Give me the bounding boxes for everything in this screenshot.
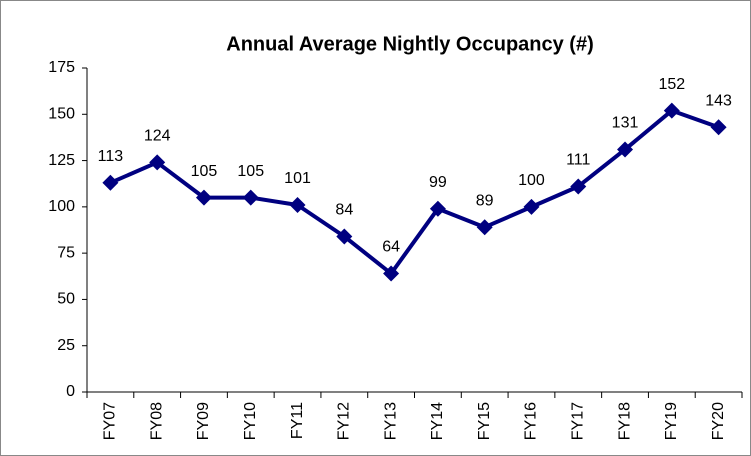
marker bbox=[617, 141, 634, 158]
data-label: 111 bbox=[566, 152, 590, 169]
marker bbox=[149, 154, 166, 171]
x-tick-label: FY17 bbox=[569, 402, 586, 440]
x-tick-label: FY07 bbox=[102, 402, 119, 440]
marker bbox=[195, 189, 212, 206]
chart-title: Annual Average Nightly Occupancy (#) bbox=[226, 33, 594, 55]
marker bbox=[336, 228, 353, 245]
data-label: 124 bbox=[144, 128, 171, 145]
marker bbox=[570, 178, 587, 195]
y-tick-label: 0 bbox=[66, 383, 75, 400]
marker bbox=[242, 189, 259, 206]
y-tick-label: 25 bbox=[57, 337, 75, 354]
marker bbox=[523, 198, 540, 215]
data-label: 64 bbox=[382, 239, 400, 256]
x-tick-label: FY10 bbox=[242, 402, 259, 440]
x-tick-label: FY14 bbox=[429, 402, 446, 440]
data-label: 89 bbox=[476, 192, 494, 209]
marker bbox=[383, 265, 400, 282]
marker bbox=[429, 200, 446, 217]
y-tick-label: 75 bbox=[57, 244, 75, 261]
marker bbox=[289, 197, 306, 214]
y-tick-label: 125 bbox=[48, 152, 75, 169]
x-tick-label: FY11 bbox=[289, 402, 306, 439]
marker bbox=[102, 174, 119, 191]
data-label: 131 bbox=[612, 115, 639, 132]
data-label: 113 bbox=[98, 148, 124, 165]
marker bbox=[710, 119, 727, 136]
data-label: 143 bbox=[705, 92, 732, 109]
x-tick-label: FY15 bbox=[476, 402, 493, 440]
data-label: 84 bbox=[335, 202, 353, 219]
data-label: 100 bbox=[518, 172, 545, 189]
data-label: 99 bbox=[429, 174, 447, 191]
x-tick-label: FY16 bbox=[523, 402, 540, 440]
x-tick-label: FY19 bbox=[663, 402, 680, 440]
x-tick-label: FY12 bbox=[336, 402, 353, 440]
x-tick-label: FY20 bbox=[710, 402, 727, 440]
x-tick-label: FY18 bbox=[616, 402, 633, 440]
x-tick-label: FY09 bbox=[195, 402, 212, 440]
data-label: 152 bbox=[658, 76, 685, 93]
y-tick-label: 175 bbox=[48, 59, 75, 76]
x-tick-label: FY13 bbox=[382, 402, 399, 440]
y-tick-label: 50 bbox=[57, 291, 75, 308]
marker bbox=[663, 102, 680, 119]
data-label: 105 bbox=[237, 163, 264, 180]
data-label: 105 bbox=[191, 163, 218, 180]
data-label: 101 bbox=[284, 170, 311, 187]
marker bbox=[476, 219, 493, 236]
y-tick-label: 100 bbox=[48, 198, 75, 215]
y-tick-label: 150 bbox=[48, 106, 75, 123]
x-tick-label: FY08 bbox=[148, 402, 165, 440]
